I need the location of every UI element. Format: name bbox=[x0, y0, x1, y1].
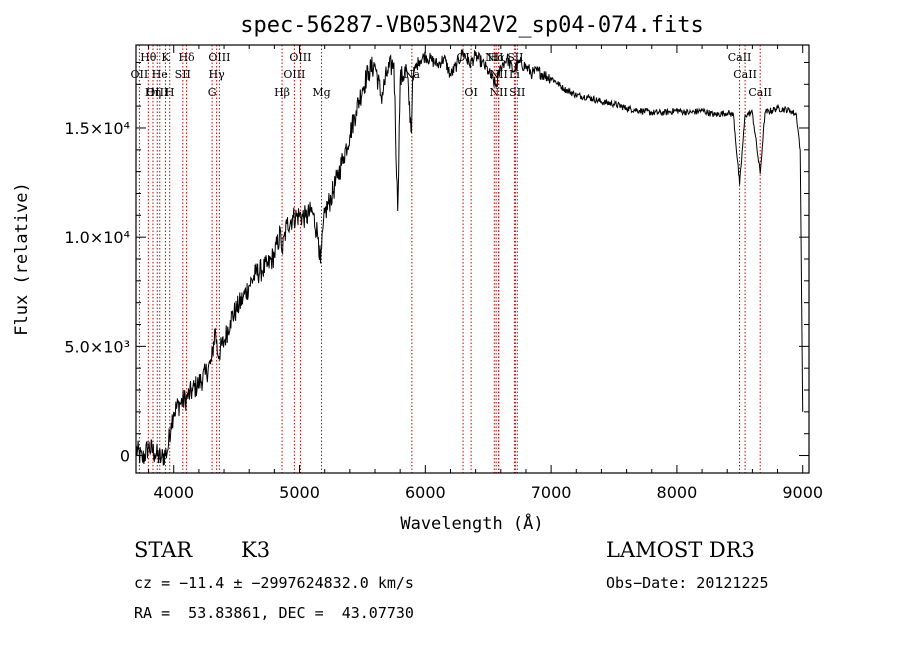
y-tick-label: 0 bbox=[120, 447, 130, 466]
line-marker-label: OIII bbox=[208, 51, 230, 64]
line-marker-label: Hδ bbox=[178, 51, 195, 64]
line-marker-label: Hθ bbox=[140, 51, 157, 64]
line-marker-label: H bbox=[165, 86, 175, 99]
y-tick-label: 1.0×10⁴ bbox=[64, 228, 130, 247]
x-tick-label: 4000 bbox=[153, 483, 194, 502]
line-marker-label: CaII bbox=[733, 68, 757, 81]
line-marker-label: CaII bbox=[728, 51, 752, 64]
line-marker-label: OI bbox=[464, 86, 477, 99]
x-axis-ticks: 4000 5000 6000 7000 8000 9000 bbox=[148, 45, 823, 502]
line-marker-label: Li bbox=[509, 68, 520, 81]
line-marker-label: OIII bbox=[289, 51, 311, 64]
line-marker-label: SII bbox=[175, 68, 191, 81]
line-marker-label: Hγ bbox=[209, 68, 226, 81]
line-marker-label: Hα bbox=[488, 51, 506, 64]
line-marker-label: Mg bbox=[312, 86, 330, 99]
spectrum-line bbox=[135, 49, 804, 466]
object-class: STAR bbox=[134, 538, 193, 562]
survey-name: LAMOST DR3 bbox=[606, 538, 755, 562]
coords-line: RA = 53.83861, DEC = 43.07730 bbox=[134, 604, 414, 622]
x-tick-label: 7000 bbox=[531, 483, 572, 502]
obs-date-line: Obs−Date: 20121225 bbox=[606, 574, 769, 592]
line-marker-label: OIII bbox=[283, 68, 305, 81]
plot-frame bbox=[135, 44, 810, 474]
line-marker-label: He bbox=[152, 68, 168, 81]
line-marker-label: NII bbox=[485, 51, 503, 64]
y-tick-label: 1.5×10⁴ bbox=[64, 119, 130, 138]
line-marker-label: NII bbox=[490, 86, 508, 99]
x-tick-label: 9000 bbox=[782, 483, 823, 502]
y-axis-ticks: 0 5.0×10³ 1.0×10⁴ 1.5×10⁴ bbox=[64, 61, 809, 466]
line-marker-label: K bbox=[161, 51, 170, 64]
line-marker-label: Hη bbox=[145, 86, 161, 99]
line-marker-label: CaII bbox=[748, 86, 772, 99]
x-tick-label: 6000 bbox=[405, 483, 446, 502]
line-marker-label: G bbox=[208, 86, 217, 99]
y-axis-label: Flux (relative) bbox=[12, 182, 32, 336]
y-tick-label: 5.0×10³ bbox=[64, 337, 130, 356]
chart-title: spec-56287-VB053N42V2_sp04-074.fits bbox=[240, 13, 704, 38]
object-subclass: K3 bbox=[241, 538, 271, 562]
x-tick-label: 8000 bbox=[657, 483, 698, 502]
redshift-line: cz = −11.4 ± −2997624832.0 km/s bbox=[134, 574, 414, 592]
line-marker-label: OIII bbox=[146, 86, 168, 99]
line-marker-label: Hβ bbox=[274, 86, 290, 99]
x-axis-label: Wavelength (Å) bbox=[400, 512, 543, 534]
line-marker-label: SII bbox=[509, 86, 525, 99]
line-marker-label: OII bbox=[131, 68, 149, 81]
x-tick-label: 5000 bbox=[279, 483, 320, 502]
series-group bbox=[135, 49, 804, 466]
